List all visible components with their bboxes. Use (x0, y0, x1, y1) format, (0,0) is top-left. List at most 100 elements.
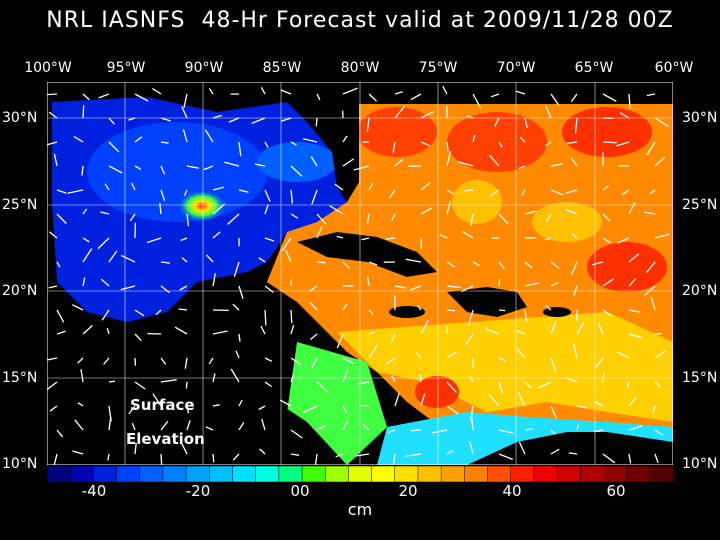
current-vector (446, 261, 456, 268)
current-vector (180, 237, 188, 242)
current-vector (602, 213, 611, 222)
current-vector (316, 213, 327, 225)
current-vector (654, 381, 662, 388)
current-vector (498, 357, 506, 362)
lon-label: 65°W (574, 60, 614, 76)
current-vector (290, 324, 295, 335)
current-vector (573, 285, 578, 296)
current-vector (134, 165, 142, 170)
current-vector (446, 449, 454, 455)
lat-label: 10°N (682, 456, 718, 472)
current-vector (230, 368, 240, 383)
current-vector (602, 278, 615, 287)
current-vector (98, 93, 110, 99)
current-vector (461, 285, 474, 293)
current-vector (415, 352, 422, 359)
lon-label: 90°W (184, 60, 224, 76)
current-vector (342, 357, 354, 365)
current-vector (419, 374, 422, 383)
current-vector (183, 189, 188, 196)
current-vector (310, 333, 318, 340)
current-vector (264, 189, 271, 202)
current-vector (203, 165, 214, 171)
current-vector (576, 423, 580, 431)
current-vector (545, 213, 552, 223)
current-vector (550, 357, 557, 372)
high-anomaly (357, 107, 437, 157)
current-vector (643, 211, 656, 215)
current-vector (544, 141, 552, 147)
current-vector (134, 136, 143, 143)
land-hispaniola (447, 287, 527, 317)
lat-label: 25°N (2, 197, 38, 213)
current-vector (470, 213, 474, 226)
current-vector (212, 186, 224, 191)
lon-label: 60°W (654, 60, 694, 76)
current-vector (48, 111, 58, 119)
current-vector (394, 392, 400, 407)
lon-label: 80°W (340, 60, 380, 76)
current-vector (309, 302, 318, 311)
current-vector (368, 182, 374, 191)
lon-label: 75°W (418, 60, 458, 76)
current-vector (53, 153, 58, 167)
lat-label: 15°N (2, 370, 38, 386)
current-vector (290, 213, 299, 219)
current-vector (260, 325, 266, 335)
current-vector (516, 348, 526, 359)
current-vector (388, 189, 396, 199)
current-vector (524, 117, 528, 128)
current-vector (602, 309, 613, 317)
current-vector (342, 158, 354, 167)
current-vector (335, 453, 344, 458)
current-vector (594, 357, 604, 369)
current-vector (498, 453, 514, 461)
lat-label: 20°N (682, 283, 718, 299)
current-vector (469, 441, 474, 455)
current-vector (80, 369, 84, 383)
current-vector (342, 368, 349, 383)
current-vector (385, 237, 396, 240)
current-vector (49, 405, 58, 412)
current-vector (446, 405, 459, 415)
current-vector (264, 381, 273, 388)
current-vector (366, 117, 370, 132)
current-vector (160, 453, 163, 465)
current-vector (160, 165, 166, 175)
warm-eddy (178, 190, 226, 222)
colorbar-segment (394, 466, 419, 482)
current-vector (309, 285, 318, 292)
current-vector (409, 285, 422, 291)
current-vector (550, 281, 559, 287)
current-vector (420, 237, 423, 250)
current-vector (391, 213, 396, 222)
current-vector (224, 161, 240, 167)
current-vector (368, 309, 374, 316)
current-vector (97, 237, 110, 250)
land-south-america (467, 432, 673, 465)
land-central-america (47, 302, 347, 465)
current-vector (446, 285, 461, 289)
current-vector (616, 351, 630, 359)
current-vector (646, 141, 656, 156)
current-vector (654, 350, 667, 359)
current-vector (420, 393, 426, 407)
current-vector (524, 282, 539, 287)
current-vector (316, 93, 321, 101)
current-vector (290, 165, 303, 177)
colorbar-segment (324, 466, 350, 482)
current-vector (48, 285, 58, 289)
current-vector (646, 261, 656, 273)
map-label-surface: Surface (130, 396, 195, 414)
current-vector (77, 357, 84, 364)
current-vector (101, 309, 110, 321)
current-vector (47, 93, 58, 96)
current-vector (392, 453, 396, 465)
current-vector (212, 114, 223, 119)
current-vector (652, 405, 656, 414)
current-vector (100, 278, 110, 287)
current-vector (602, 453, 616, 464)
current-vector (490, 93, 500, 98)
current-vector (131, 422, 136, 431)
current-vector (628, 453, 632, 464)
